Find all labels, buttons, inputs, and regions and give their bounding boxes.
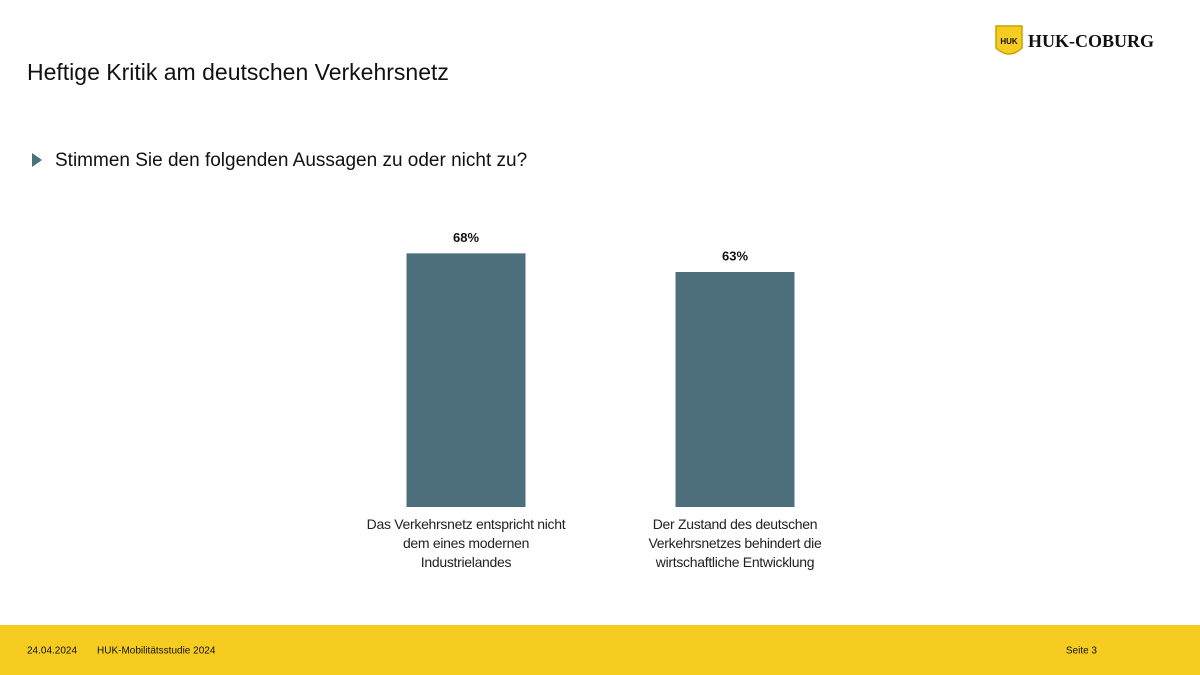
- value-label: 68%: [453, 230, 479, 245]
- value-label: 63%: [722, 248, 748, 263]
- logo-text: HUK-COBURG: [1028, 31, 1154, 51]
- category-label: Das Verkehrsnetz entspricht nicht dem ei…: [366, 516, 566, 570]
- logo-shield: [995, 25, 1023, 55]
- bar: [406, 253, 526, 507]
- logo: HUK HUK-COBURG: [995, 25, 1154, 55]
- footer-date: 24.04.2024: [27, 646, 77, 657]
- category-label: Der Zustand des deutschen Verkehrsnetzes…: [648, 516, 822, 570]
- footer-page: Seite 3: [1066, 646, 1098, 657]
- bullet-marker: [32, 153, 42, 167]
- question: Stimmen Sie den folgenden Aussagen zu od…: [55, 150, 527, 171]
- bar: [675, 272, 795, 507]
- footer-study: HUK-Mobilitätsstudie 2024: [97, 646, 216, 657]
- logo-badge: HUK: [1000, 37, 1018, 46]
- slide-title: Heftige Kritik am deutschen Verkehrsnetz: [27, 59, 449, 85]
- footer-band: [0, 625, 1200, 675]
